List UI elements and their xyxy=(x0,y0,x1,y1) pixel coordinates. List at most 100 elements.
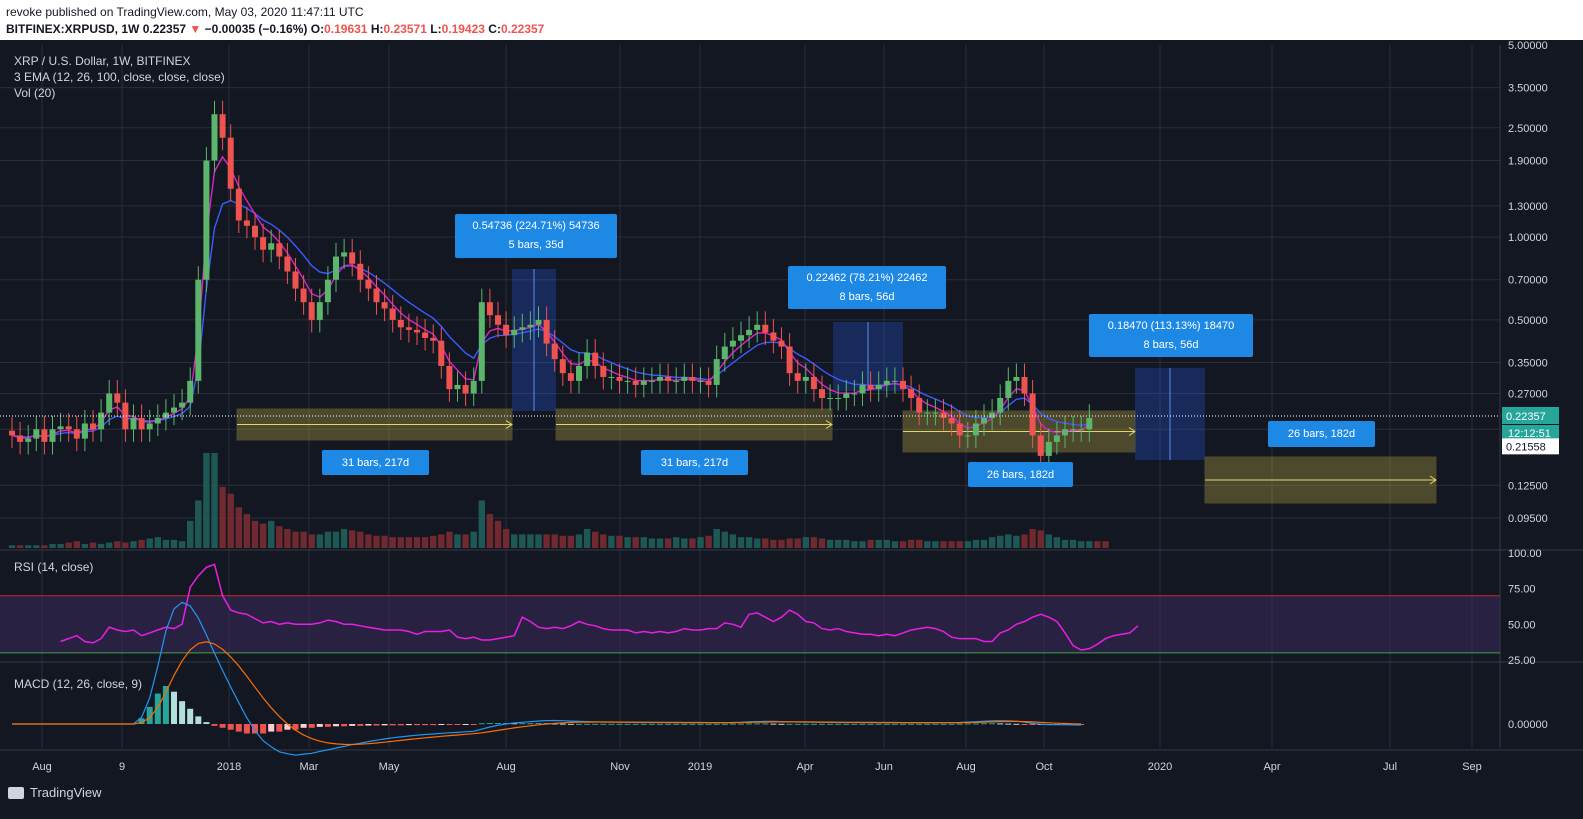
countdown-label: 12:12:51 xyxy=(1508,428,1551,440)
macd-histogram-bar xyxy=(640,723,647,725)
volume-bar xyxy=(170,539,178,548)
down-arrow-icon: ▼ xyxy=(189,22,202,36)
candle-body xyxy=(454,384,461,390)
volume-bar xyxy=(340,529,348,548)
volume-bar xyxy=(89,542,97,548)
volume-bar xyxy=(446,531,453,548)
volume-bar xyxy=(843,539,850,548)
rsi-tick-label: 25.00 xyxy=(1508,655,1536,667)
candle-body xyxy=(535,319,542,325)
x-tick-label: Jun xyxy=(875,761,893,773)
candle-body xyxy=(859,384,866,394)
legend-ema: 3 EMA (12, 26, 100, close, close, close) xyxy=(14,70,225,84)
x-tick-label: May xyxy=(379,761,400,773)
volume-bar xyxy=(8,545,16,548)
macd-histogram-bar xyxy=(1013,723,1020,725)
rsi-tick-label: 50.00 xyxy=(1508,619,1536,631)
volume-bar xyxy=(859,541,866,548)
candle-body xyxy=(956,423,963,436)
volume-bar xyxy=(907,539,915,548)
volume-bar xyxy=(211,453,218,548)
macd-histogram-bar xyxy=(1021,724,1028,725)
macd-histogram-bar xyxy=(697,723,704,725)
candle-body xyxy=(179,402,186,408)
macd-histogram-bar xyxy=(276,724,283,732)
price-change: −0.00035 (−0.16%) xyxy=(204,22,308,36)
candle-body xyxy=(106,393,113,413)
volume-bar xyxy=(559,535,566,548)
chart-area[interactable]: Aug 9 2018 Mar May Aug Nov 2019 Apr Jun Aug Oct 2020… xyxy=(0,40,1583,808)
macd-histogram-bar xyxy=(810,723,817,725)
candle-body xyxy=(300,288,307,303)
measure-label-price: 0.22462 (78.21%) 22462 xyxy=(806,272,927,284)
candle-body xyxy=(608,376,615,378)
macd-histogram-bar xyxy=(972,723,979,725)
macd-histogram-bar xyxy=(819,723,825,725)
candle-body xyxy=(527,324,534,328)
arrow-right-icon xyxy=(1128,427,1136,436)
range-label-text: 31 bars, 217d xyxy=(342,457,409,469)
volume-bar xyxy=(899,541,907,548)
close-label: C: xyxy=(488,22,501,36)
candle-body xyxy=(900,380,906,390)
chart-background xyxy=(0,40,1583,776)
macd-histogram-bar xyxy=(956,723,963,725)
range-label-text: 31 bars, 217d xyxy=(661,457,728,469)
macd-histogram-bar xyxy=(389,724,396,726)
volume-bar xyxy=(648,538,656,548)
macd-histogram-bar xyxy=(300,724,307,728)
macd-histogram-bar xyxy=(600,723,607,725)
x-tick-label: 9 xyxy=(119,761,125,773)
volume-bar xyxy=(357,531,364,548)
measure-label-bars: 8 bars, 56d xyxy=(839,291,894,303)
candle-body xyxy=(57,426,64,430)
x-tick-label: 2018 xyxy=(217,761,241,773)
macd-histogram-bar xyxy=(373,724,380,726)
volume-bar xyxy=(1094,541,1101,548)
macd-histogram-bar xyxy=(786,723,793,725)
candle-body xyxy=(567,373,574,381)
macd-histogram-bar xyxy=(859,723,866,725)
candle-body xyxy=(65,426,72,430)
x-tick-label: Nov xyxy=(610,761,630,773)
macd-histogram-bar xyxy=(438,724,445,725)
volume-bar xyxy=(478,500,485,548)
candle-body xyxy=(1029,393,1036,436)
tradingview-logo[interactable]: TradingView xyxy=(8,785,102,800)
range-label-text: 26 bars, 182d xyxy=(1288,428,1355,440)
candle-body xyxy=(908,389,915,398)
candle-body xyxy=(138,417,145,430)
price-tick-label: 0.09500 xyxy=(1508,513,1548,525)
candle-body xyxy=(657,376,663,381)
volume-bar xyxy=(624,537,631,548)
macd-histogram-bar xyxy=(187,708,194,724)
volume-bar xyxy=(1045,534,1052,548)
volume-bar xyxy=(754,538,761,548)
macd-histogram-bar xyxy=(827,723,834,725)
volume-bar xyxy=(97,543,105,548)
macd-histogram-bar xyxy=(414,724,420,726)
volume-bar xyxy=(988,537,996,548)
macd-histogram-bar xyxy=(138,718,145,724)
volume-bar xyxy=(956,541,963,548)
volume-bar xyxy=(664,538,672,548)
volume-bar xyxy=(543,534,550,548)
candle-body xyxy=(1078,429,1085,431)
macd-histogram-bar xyxy=(422,724,429,726)
volume-bar xyxy=(154,537,161,548)
volume-bar xyxy=(729,534,737,548)
candle-body xyxy=(260,237,267,250)
chart-svg[interactable]: Aug 9 2018 Mar May Aug Nov 2019 Apr Jun Aug Oct 2020… xyxy=(0,40,1583,776)
macd-histogram-bar xyxy=(324,724,331,727)
macd-histogram-bar xyxy=(802,723,809,725)
symbol-ohlc-line: BITFINEX:XRPUSD, 1W 0.22357 ▼ −0.00035 (… xyxy=(6,22,544,36)
candle-body xyxy=(827,397,834,399)
macd-histogram-bar xyxy=(665,723,672,725)
volume-bar xyxy=(697,537,704,548)
candle-body xyxy=(122,402,129,430)
volume-bar xyxy=(835,539,842,548)
candle-body xyxy=(511,329,518,336)
tradingview-logo-icon xyxy=(8,786,24,799)
macd-histogram-bar xyxy=(316,724,323,727)
volume-bar xyxy=(1005,534,1012,548)
